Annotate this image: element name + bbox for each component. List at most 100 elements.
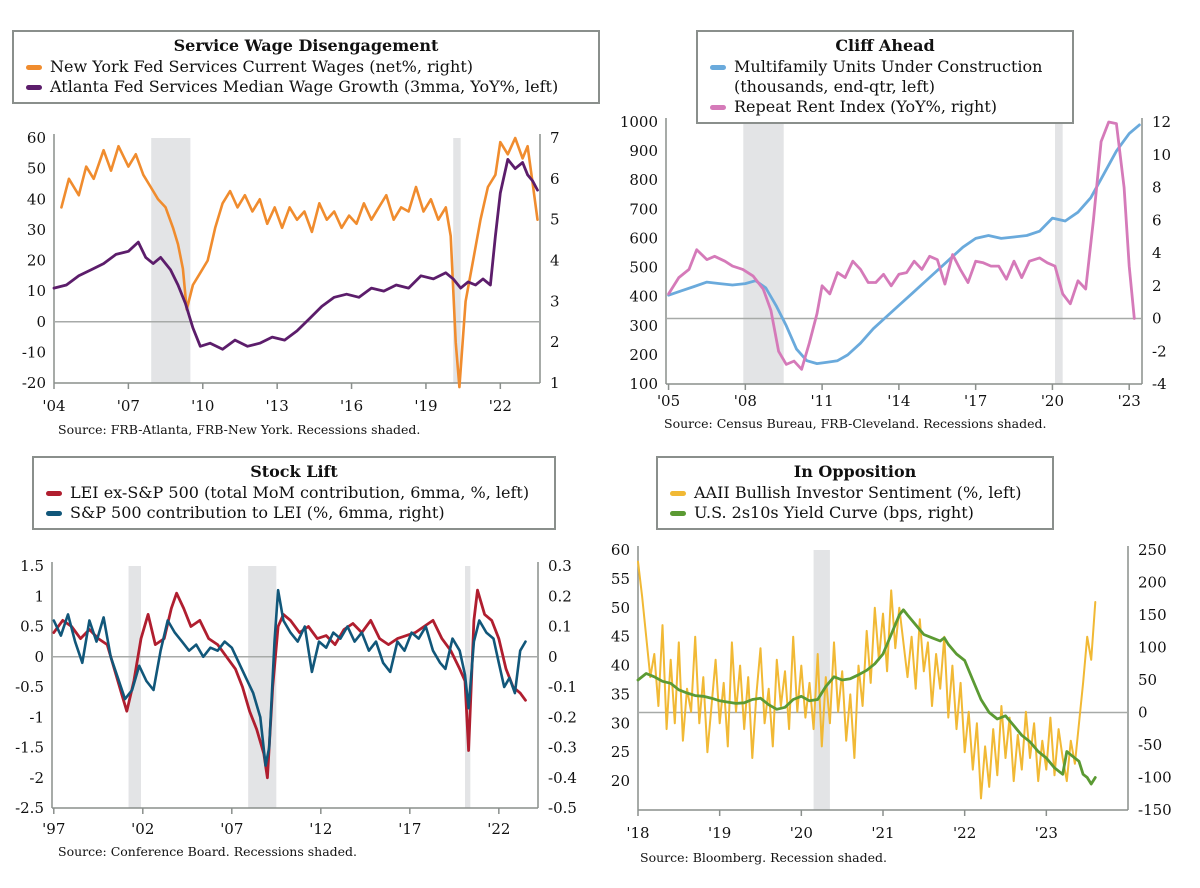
chart-legend: In Opposition AAII Bullish Investor Sent… [656,456,1054,530]
series-line [636,608,1097,786]
chart-legend: Stock Lift LEI ex-S&P 500 (total MoM con… [32,456,556,530]
left-tick-label: 30 [27,221,46,239]
series-line [52,588,527,767]
right-tick-label: -150 [1138,801,1172,819]
right-tick-label: 0 [548,648,558,666]
right-tick-label: 0.1 [548,618,572,636]
recession-band [128,566,142,808]
x-tick-label: '23 [1118,392,1141,410]
left-tick-label: 50 [611,599,630,617]
legend-label: New York Fed Services Current Wages (net… [50,57,474,76]
recession-band [453,138,461,383]
chart-panel-cliff-ahead: 100 200 300 400 500 600 700 800 900 1000 -4 -2 0 2 4 6 8… [600,0,1200,444]
chart-panel-in-opposition: 20 25 30 35 40 45 50 55 60 -150 -100 -50 0 50 100 150 20… [600,444,1200,888]
left-tick-label: 500 [629,259,658,277]
legend-swatch [46,511,62,516]
right-tick-label: -2 [1152,342,1167,360]
right-tick-label: 2 [550,333,560,351]
left-tick-label: 600 [629,229,658,247]
chart-legend: Service Wage Disengagement New York Fed … [12,30,600,104]
x-tick-label: '18 [626,824,649,842]
legend-item: Multifamily Units Under Construction (th… [710,57,1060,97]
legend-swatch [670,511,686,516]
chart-source: Source: FRB-Atlanta, FRB-New York. Reces… [58,422,421,437]
series-line [52,588,527,780]
right-tick-label: 0.3 [548,557,572,575]
x-tick-label: '07 [220,820,243,838]
chart-source: Source: Bloomberg. Recession shaded. [640,850,887,865]
series-line [667,120,1136,371]
legend-item: U.S. 2s10s Yield Curve (bps, right) [670,503,1040,523]
right-tick-label: -0.2 [548,708,577,726]
left-tick-label: 50 [27,160,46,178]
left-tick-label: 30 [611,714,630,732]
chart-title: Service Wage Disengagement [173,36,439,55]
chart-svg: 20 25 30 35 40 45 50 55 60 -150 -100 -50 0 50 100 150 20… [611,541,1172,842]
chart-legend: Cliff Ahead Multifamily Units Under Cons… [696,30,1074,124]
left-tick-label: -1 [29,708,44,726]
left-tick-label: -2.5 [15,799,44,817]
recession-band [465,566,471,808]
right-tick-label: 4 [550,252,560,270]
x-tick-label: '07 [117,397,140,415]
right-tick-label: 2 [1152,277,1162,295]
right-tick-label: -0.1 [548,678,577,696]
right-tick-label: 5 [550,211,560,229]
right-tick-label: 6 [550,170,560,188]
right-tick-label: -4 [1152,375,1167,393]
right-tick-label: 6 [1152,211,1162,229]
chart-svg: 100 200 300 400 500 600 700 800 900 1000 -4 -2 0 2 4 6 8… [620,113,1171,410]
right-tick-label: -0.5 [548,799,577,817]
right-tick-label: 50 [1138,671,1157,689]
right-tick-label: -0.3 [548,739,577,757]
chart-source: Source: Census Bureau, FRB-Cleveland. Re… [664,416,1047,431]
legend-item: Repeat Rent Index (YoY%, right) [710,97,1060,117]
left-tick-label: 55 [611,570,630,588]
left-tick-label: 800 [629,171,658,189]
left-tick-label: 40 [27,190,46,208]
legend-item: LEI ex-S&P 500 (total MoM contribution, … [46,483,542,503]
x-tick-label: '13 [266,397,289,415]
left-tick-label: 900 [629,142,658,160]
x-tick-label: '22 [489,397,512,415]
x-tick-label: '12 [309,820,332,838]
series-line [667,123,1141,365]
legend-swatch [710,105,726,110]
x-tick-label: '97 [42,820,65,838]
left-tick-label: 45 [611,628,630,646]
legend-label: AAII Bullish Investor Sentiment (%, left… [694,483,1022,502]
legend-item: New York Fed Services Current Wages (net… [26,57,586,77]
x-tick-label: '23 [1035,824,1058,842]
left-tick-label: -20 [22,374,46,392]
x-tick-label: '19 [414,397,437,415]
x-tick-label: '04 [42,397,65,415]
left-tick-label: 400 [629,288,658,306]
x-tick-label: '22 [487,820,510,838]
left-tick-label: 0 [34,648,44,666]
left-tick-label: 20 [611,772,630,790]
legend-label: Repeat Rent Index (YoY%, right) [734,97,998,116]
recession-band [1054,122,1063,384]
left-tick-label: 60 [611,541,630,559]
x-tick-label: '16 [340,397,363,415]
x-tick-label: '10 [191,397,214,415]
x-tick-label: '20 [790,824,813,842]
right-tick-label: 12 [1152,113,1171,131]
right-tick-label: 10 [1152,146,1171,164]
chart-panel-service-wage: -20 -10 0 10 20 30 40 50 60 1 2 3 4 5 6 7 '04 '07 '10 '13 '1… [0,0,600,444]
legend-label: LEI ex-S&P 500 (total MoM contribution, … [70,483,530,502]
x-tick-label: '20 [1041,392,1064,410]
x-tick-label: '21 [871,824,894,842]
left-tick-label: 700 [629,200,658,218]
legend-item: Atlanta Fed Services Median Wage Growth … [26,77,586,97]
right-tick-label: 4 [1152,244,1162,262]
x-tick-label: '11 [810,392,833,410]
x-tick-label: '17 [964,392,987,410]
right-tick-label: 8 [1152,179,1162,197]
x-tick-label: '02 [131,820,154,838]
left-tick-label: 10 [27,282,46,300]
left-tick-label: 0 [36,313,46,331]
right-tick-label: 0 [1152,310,1162,328]
series-line [52,158,539,351]
right-tick-label: 250 [1138,541,1167,559]
